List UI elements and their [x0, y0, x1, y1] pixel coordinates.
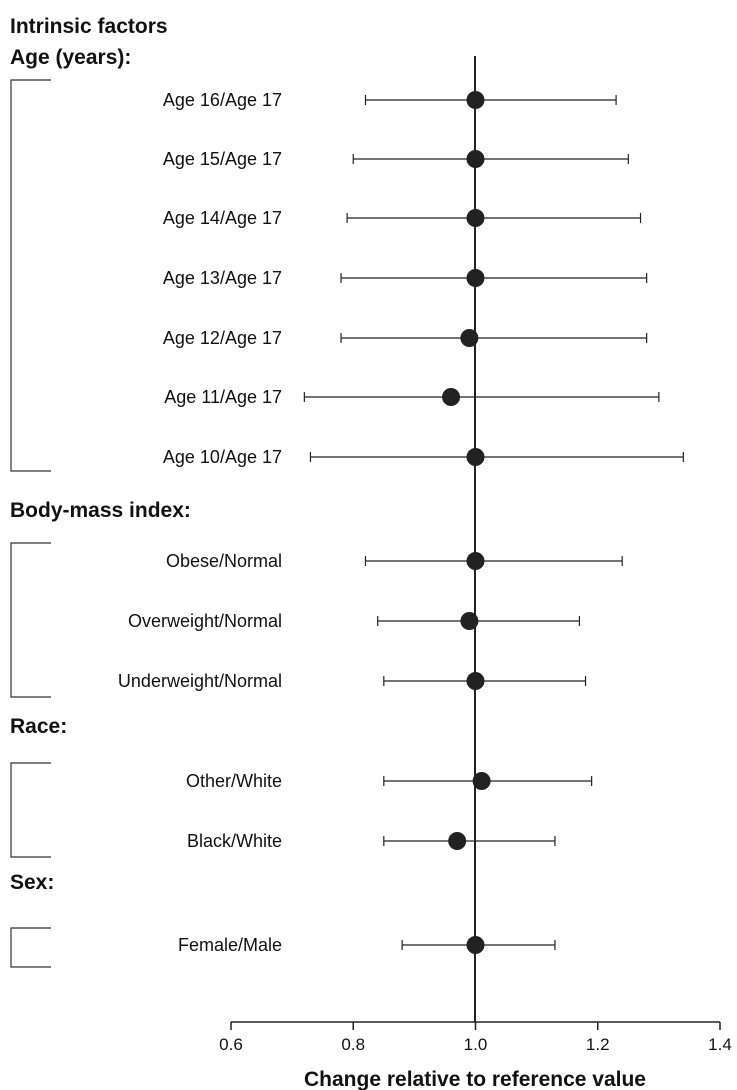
group-bracket [11, 928, 51, 967]
row-label: Age 11/Age 17 [164, 387, 282, 407]
row-label: Age 16/Age 17 [163, 90, 282, 110]
estimate-point [460, 612, 478, 630]
row-label: Age 13/Age 17 [163, 268, 282, 288]
row-label: Female/Male [178, 935, 282, 955]
x-axis-title: Change relative to reference value [304, 1068, 646, 1090]
group-bracket [11, 80, 51, 471]
group-title: Race: [10, 715, 67, 738]
estimate-point [460, 329, 478, 347]
estimate-point [467, 91, 485, 109]
estimate-point [473, 772, 491, 790]
row-label: Age 12/Age 17 [163, 328, 282, 348]
group-bracket [11, 543, 51, 697]
estimate-point [467, 150, 485, 168]
group-title: Sex: [10, 871, 54, 894]
groups-layer: Age (years): Age 16/Age 17 Age 15/Age 17 Ag… [10, 46, 282, 967]
estimate-point [467, 936, 485, 954]
row-label: Age 15/Age 17 [163, 149, 282, 169]
group-bracket [11, 763, 51, 857]
row-label: Underweight/Normal [118, 671, 282, 691]
x-tick-label: 1.2 [586, 1035, 610, 1054]
x-tick-label: 0.8 [341, 1035, 365, 1054]
x-tick-label: 1.0 [464, 1035, 488, 1054]
estimate-point [442, 388, 460, 406]
estimate-point [467, 269, 485, 287]
row-label: Black/White [187, 831, 282, 851]
estimate-point [467, 448, 485, 466]
row-label: Overweight/Normal [128, 611, 282, 631]
group-title: Body-mass index: [10, 499, 191, 522]
marks-layer [304, 91, 683, 954]
estimate-point [467, 209, 485, 227]
estimate-point [448, 832, 466, 850]
row-label: Age 14/Age 17 [163, 208, 282, 228]
row-label: Age 10/Age 17 [163, 447, 282, 467]
row-label: Other/White [186, 771, 282, 791]
row-label: Obese/Normal [166, 551, 282, 571]
estimate-point [467, 552, 485, 570]
chart-title: Intrinsic factors [10, 15, 168, 38]
group-title: Age (years): [10, 46, 131, 69]
estimate-point [467, 672, 485, 690]
x-tick-label: 0.6 [219, 1035, 243, 1054]
x-tick-label: 1.4 [708, 1035, 732, 1054]
x-axis: 0.6 0.8 1.0 1.2 1.4 [219, 1022, 732, 1054]
